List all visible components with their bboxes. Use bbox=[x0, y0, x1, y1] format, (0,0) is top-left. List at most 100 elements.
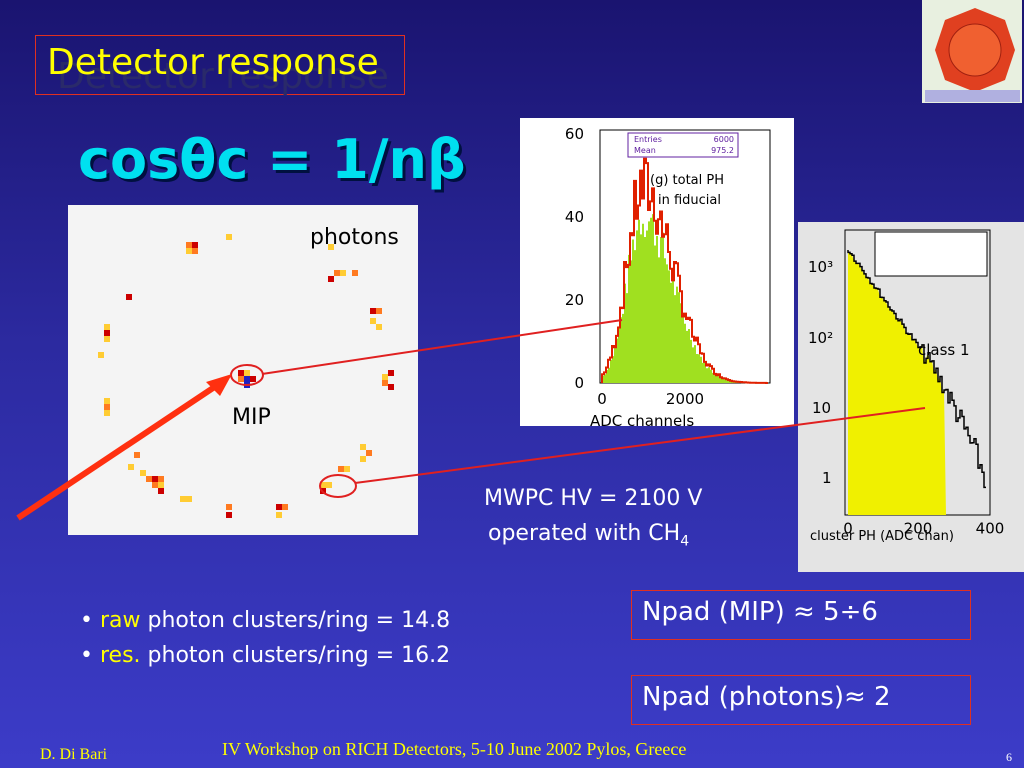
pad-hit bbox=[340, 270, 346, 276]
connector bbox=[354, 407, 926, 484]
x-tick-label: 0 bbox=[597, 390, 607, 408]
histogram-fill bbox=[848, 250, 946, 515]
y-tick-label: 40 bbox=[565, 208, 584, 226]
subscript: 4 bbox=[680, 533, 690, 550]
pad-hit bbox=[370, 318, 376, 324]
pad-hit bbox=[104, 398, 110, 404]
stat: 975.2 bbox=[711, 146, 734, 155]
pad-hit bbox=[104, 404, 110, 410]
x-axis-label: ADC channels bbox=[590, 412, 694, 430]
y-tick-label: 0 bbox=[574, 374, 584, 392]
arrow-head bbox=[206, 374, 232, 396]
pad-hit bbox=[180, 496, 186, 502]
footer-author: D. Di Bari bbox=[40, 746, 108, 763]
highlight: raw bbox=[99, 608, 141, 633]
title: Detector response bbox=[47, 42, 379, 83]
pad-hit bbox=[282, 504, 288, 510]
pad-hit bbox=[128, 464, 134, 470]
pad-hit bbox=[334, 270, 340, 276]
pad-hit bbox=[382, 374, 388, 380]
pad-hit bbox=[388, 370, 394, 376]
pad-hit bbox=[244, 376, 250, 382]
pad-hit bbox=[328, 276, 334, 282]
pad-hit bbox=[226, 512, 232, 518]
y-tick-label: 60 bbox=[565, 125, 584, 143]
pad-hit bbox=[276, 504, 282, 510]
y-tick-label: 10³ bbox=[808, 258, 833, 276]
logo-mark bbox=[948, 23, 1002, 77]
histogram-fill bbox=[602, 214, 768, 383]
pad-hit bbox=[192, 248, 198, 254]
x-tick-label: 0 bbox=[843, 520, 853, 538]
pad-hit bbox=[226, 234, 232, 240]
pad-hit bbox=[238, 376, 244, 382]
condition-text: operated with CH bbox=[488, 521, 681, 546]
y-tick-label: 10 bbox=[812, 399, 831, 417]
stats-box bbox=[627, 132, 739, 158]
bullet: • raw photon clusters/ring = 14.8 bbox=[80, 608, 451, 633]
pad-hit bbox=[104, 336, 110, 342]
pad-hit bbox=[328, 244, 334, 250]
x-axis-label: cluster PH (ADC chan) bbox=[810, 529, 954, 544]
pad-hit bbox=[134, 452, 140, 458]
stat: 6000 bbox=[714, 135, 734, 144]
pad-hit bbox=[146, 476, 152, 482]
highlight: res. bbox=[99, 643, 141, 668]
pad-hit bbox=[140, 470, 146, 476]
pad-hit bbox=[186, 242, 192, 248]
bullet-text: photon clusters/ring = 16.2 bbox=[147, 643, 451, 668]
bullet-text: photon clusters/ring = 14.8 bbox=[147, 608, 451, 633]
pad-hit bbox=[250, 376, 256, 382]
pad-hit bbox=[104, 324, 110, 330]
pad-hit bbox=[158, 488, 164, 494]
x-tick-label: 2000 bbox=[666, 390, 704, 408]
pad-hit bbox=[104, 330, 110, 336]
title-shadow: Detector response bbox=[57, 56, 389, 97]
pad-hit bbox=[382, 380, 388, 386]
stats-box bbox=[874, 231, 988, 277]
title-box bbox=[35, 35, 405, 95]
bullet: • res. photon clusters/ring = 16.2 bbox=[80, 643, 451, 668]
photon-ring bbox=[319, 474, 357, 498]
pad-hit bbox=[186, 248, 192, 254]
pad-hit bbox=[152, 482, 158, 488]
histogram-line bbox=[601, 157, 768, 384]
arrow bbox=[16, 379, 224, 521]
pad-hit bbox=[98, 352, 104, 358]
y-tick-label: 20 bbox=[565, 291, 584, 309]
pad-hit bbox=[376, 324, 382, 330]
connector bbox=[261, 319, 623, 375]
annotation: (g) total PH bbox=[650, 173, 724, 188]
pad-hit bbox=[376, 308, 382, 314]
footer-event: IV Workshop on RICH Detectors, 5-10 June… bbox=[222, 739, 687, 759]
pad-hit bbox=[126, 294, 132, 300]
pad-hit bbox=[276, 512, 282, 518]
pad-hit bbox=[360, 456, 366, 462]
pad-hit bbox=[226, 504, 232, 510]
pad-hit bbox=[244, 370, 250, 376]
annotation: class 1 bbox=[918, 341, 970, 359]
mip-label: MIP bbox=[232, 405, 271, 430]
pad-hit bbox=[186, 496, 192, 502]
stat: Entries bbox=[634, 135, 662, 144]
pad-hit bbox=[158, 476, 164, 482]
pad-hit bbox=[238, 370, 244, 376]
y-tick-label: 1 bbox=[822, 469, 832, 487]
pad-hit bbox=[388, 384, 394, 390]
pad-hit bbox=[320, 482, 326, 488]
formula: cosθc = 1/nβ bbox=[78, 128, 466, 191]
x-tick-label: 400 bbox=[976, 520, 1005, 538]
pad-hit bbox=[338, 466, 344, 472]
pad-hit bbox=[152, 476, 158, 482]
condition: MWPC HV = 2100 V bbox=[484, 486, 703, 511]
annotation: in fiducial bbox=[658, 193, 721, 208]
pad-hit bbox=[192, 242, 198, 248]
npad-box: Npad (photons)≈ 2 bbox=[631, 675, 971, 725]
pad-hit bbox=[360, 444, 366, 450]
y-tick-label: 10² bbox=[808, 329, 833, 347]
stat: Mean bbox=[634, 146, 656, 155]
npad-box: Npad (MIP) ≈ 5÷6 bbox=[631, 590, 971, 640]
pad-hit bbox=[370, 308, 376, 314]
pad-hit bbox=[344, 466, 350, 472]
